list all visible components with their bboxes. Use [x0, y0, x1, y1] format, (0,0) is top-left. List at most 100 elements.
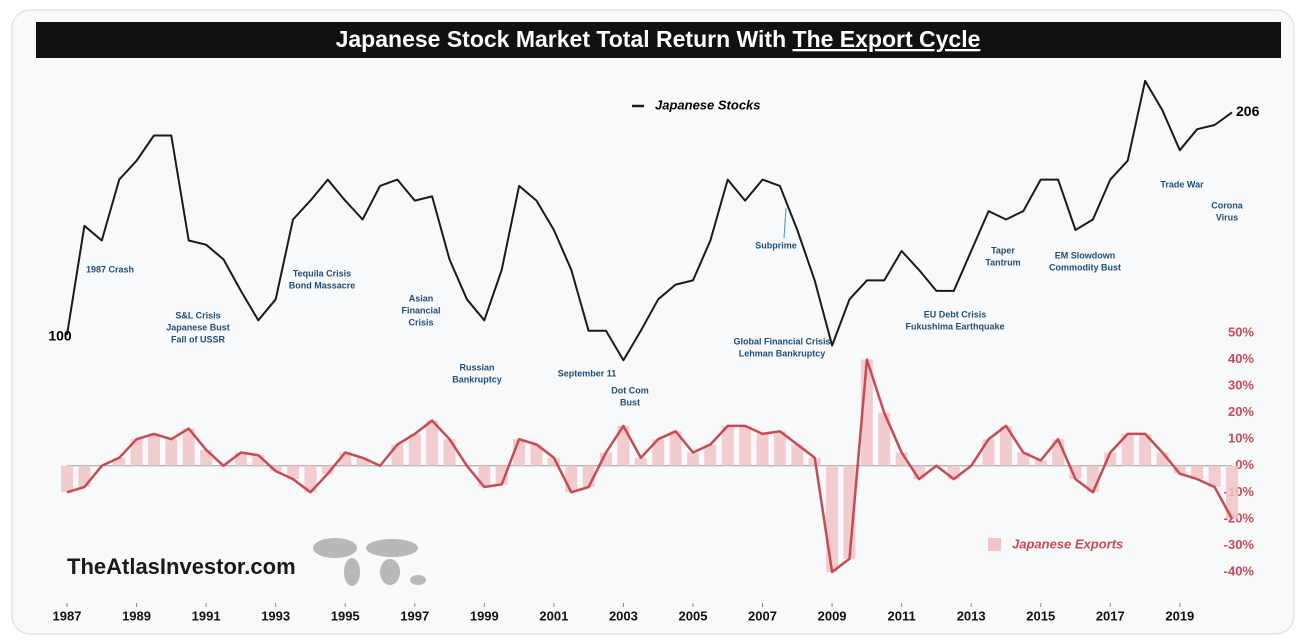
legend-label: Japanese Exports: [1012, 536, 1123, 551]
export-bar: [634, 457, 647, 466]
export-bar: [130, 439, 143, 466]
y2-tick-label: 10%: [1228, 431, 1254, 446]
export-bar: [165, 439, 178, 466]
x-tick-label: 1989: [122, 608, 151, 623]
x-tick-label: 2015: [1026, 608, 1055, 623]
x-tick-label: 1987: [53, 608, 82, 623]
legend-label: Japanese Stocks: [655, 97, 761, 112]
frame: [11, 9, 1295, 635]
x-tick-label: 2011: [888, 608, 916, 623]
annotation: Bond Massacre: [289, 280, 356, 290]
annotation: Asian: [409, 293, 434, 303]
title-bar: [36, 22, 1281, 58]
export-bar: [113, 457, 126, 466]
export-bar: [1173, 465, 1186, 474]
y2-tick-label: 40%: [1228, 351, 1254, 366]
export-bar: [686, 452, 699, 466]
export-bar: [252, 455, 265, 466]
export-bar: [791, 444, 804, 466]
x-tick-label: 1995: [331, 608, 360, 623]
export-bar: [356, 457, 369, 466]
export-bar: [1121, 433, 1134, 466]
x-tick-label: 2009: [818, 608, 847, 623]
export-bar: [1034, 460, 1047, 466]
annotation: Corona: [1211, 200, 1243, 210]
annotation: EU Debt Crisis: [924, 309, 987, 319]
annotation: S&L Crisis: [175, 310, 220, 320]
export-bar: [756, 433, 769, 466]
annotation-pointer: [783, 207, 787, 239]
export-bar: [617, 425, 630, 466]
y2-tick-label: 30%: [1228, 378, 1254, 393]
annotation: Fukushima Earthquake: [905, 321, 1004, 331]
legend-swatch: [988, 538, 1001, 551]
export-bar: [1191, 465, 1204, 480]
export-bar: [269, 465, 282, 472]
export-bar: [304, 465, 317, 493]
y2-tick-label: 20%: [1228, 404, 1254, 419]
annotation: Bust: [620, 397, 640, 407]
annotation: Japanese Bust: [166, 322, 230, 332]
export-bar: [287, 465, 300, 480]
watermark: TheAtlasInvestor.com: [67, 554, 296, 579]
x-tick-label: 1993: [261, 608, 290, 623]
export-bar: [408, 433, 421, 466]
export-bar: [1069, 465, 1082, 480]
export-bar: [565, 465, 578, 493]
export-bar: [182, 428, 195, 466]
start-label: 100: [48, 328, 72, 344]
annotation: Bankruptcy: [452, 374, 502, 384]
x-tick-label: 2003: [609, 608, 638, 623]
annotation: Financial: [401, 305, 440, 315]
export-bar: [721, 425, 734, 466]
export-bar: [321, 465, 334, 474]
annotation: Trade War: [1160, 179, 1204, 189]
export-bar: [826, 465, 839, 572]
annotation: Lehman Bankruptcy: [739, 348, 826, 358]
title-main: Japanese Stock Market Total Return With: [336, 26, 793, 52]
export-bar: [878, 412, 891, 466]
end-label: 206: [1236, 103, 1260, 119]
annotation: EM Slowdown: [1055, 250, 1116, 260]
export-bar: [443, 439, 456, 466]
title-emphasis: The Export Cycle: [793, 26, 981, 52]
y2-tick-label: 0%: [1235, 457, 1254, 472]
annotation: 1987 Crash: [86, 264, 134, 274]
export-bar: [999, 425, 1012, 466]
export-bar: [547, 457, 560, 466]
export-bar: [1139, 433, 1152, 466]
annotation: Tequila Crisis: [293, 268, 351, 278]
x-tick-label: 2013: [957, 608, 986, 623]
y2-tick-label: 50%: [1228, 324, 1254, 339]
export-bar: [530, 444, 543, 466]
chart-title: Japanese Stock Market Total Return With …: [336, 26, 981, 52]
stocks-line: [66, 79, 1233, 362]
export-bar: [982, 439, 995, 466]
world-map-icon: [313, 538, 426, 586]
x-tick-label: 2007: [748, 608, 777, 623]
annotation: Tantrum: [985, 257, 1020, 267]
y2-tick-label: -30%: [1224, 537, 1255, 552]
export-bar: [704, 444, 717, 466]
annotation: Global Financial Crisis: [733, 336, 830, 346]
annotation: Fall of USSR: [171, 334, 226, 344]
export-bar: [1208, 465, 1221, 488]
annotation: Commodity Bust: [1049, 262, 1121, 272]
export-bar: [652, 439, 665, 466]
export-bar: [61, 465, 73, 493]
annotation: Russian: [459, 362, 494, 372]
annotation: Virus: [1216, 212, 1238, 222]
y2-tick-label: -40%: [1224, 563, 1255, 578]
x-tick-label: 2005: [679, 608, 708, 623]
x-tick-label: 2017: [1096, 608, 1125, 623]
export-bar: [739, 425, 752, 466]
export-bar: [426, 420, 439, 466]
x-tick-label: 2001: [539, 608, 568, 623]
export-bar: [669, 431, 682, 466]
annotation: Dot Com: [611, 385, 649, 395]
export-bar: [773, 431, 786, 466]
annotation: Taper: [991, 245, 1015, 255]
x-tick-label: 1997: [400, 608, 429, 623]
export-bar: [147, 433, 160, 466]
